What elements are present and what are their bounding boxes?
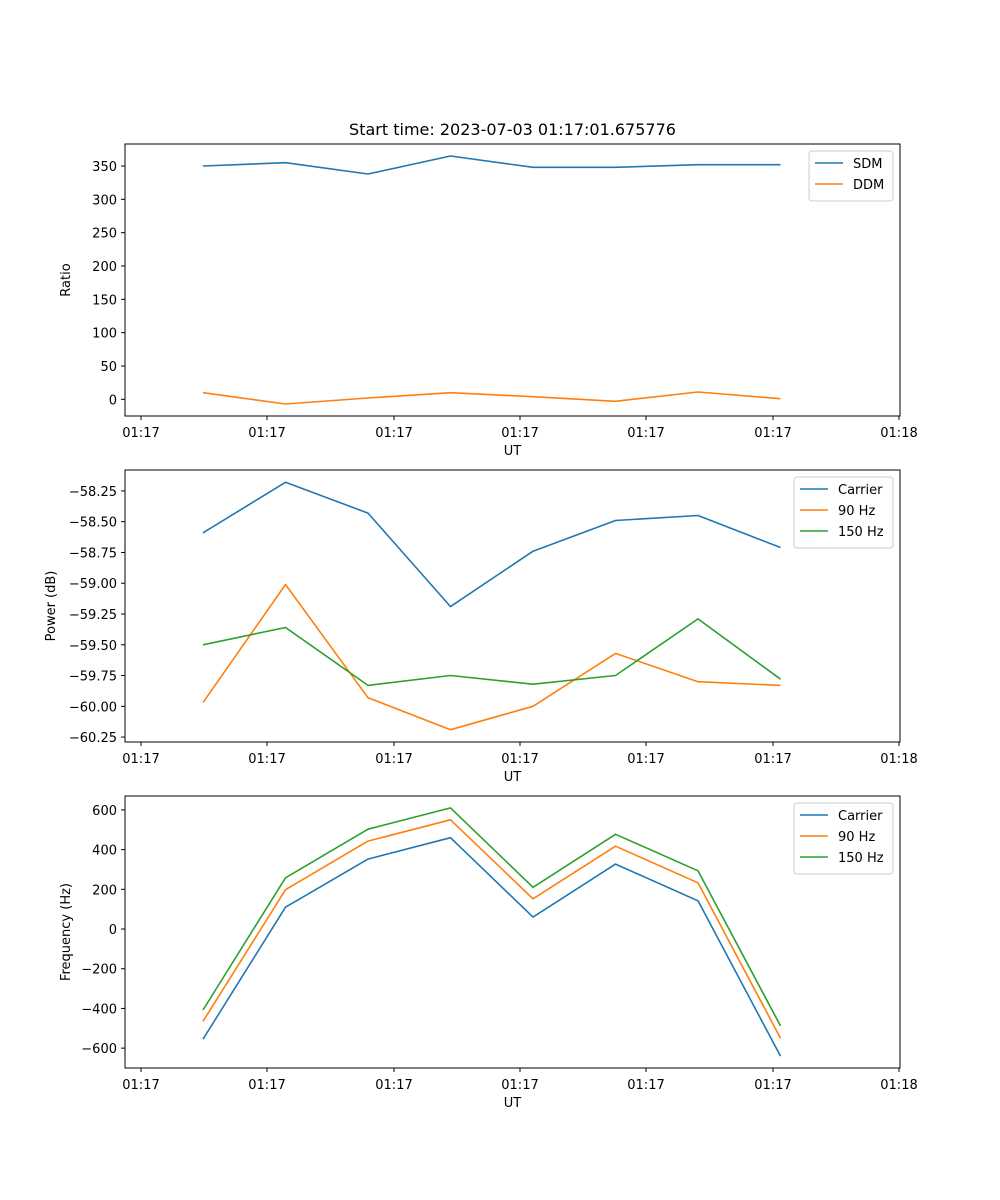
x-tick-label: 01:17	[375, 752, 412, 767]
x-tick-label: 01:17	[627, 426, 664, 441]
legend-entry: Carrier	[838, 483, 883, 498]
series-line-90-hz	[202, 583, 781, 731]
y-tick-label: −58.75	[69, 546, 117, 561]
x-tick-label: 01:18	[880, 752, 917, 767]
x-tick-label: 01:17	[248, 752, 285, 767]
y-tick-label: −60.25	[69, 731, 117, 746]
y-tick-label: 50	[100, 360, 117, 375]
legend-entry: DDM	[853, 178, 884, 193]
series-line-carrier	[202, 481, 781, 608]
x-tick-label: 01:17	[501, 426, 538, 441]
legend: Carrier 90 Hz 150 Hz	[793, 476, 894, 549]
y-tick-label: 200	[92, 260, 117, 275]
y-tick-label: −58.50	[69, 516, 117, 531]
y-tick-label: 350	[92, 160, 117, 175]
series-line-90-hz	[202, 818, 782, 1039]
x-tick-label: 01:17	[501, 1078, 538, 1093]
y-tick-label: −59.75	[69, 670, 117, 685]
chart-panel-2: −60.25 −60.00 −59.75 −59.50 −59.25 −59.00 −58.…	[44, 469, 918, 785]
x-tick-label: 01:17	[375, 1078, 412, 1093]
x-tick-label: 01:17	[627, 1078, 664, 1093]
y-tick-label: 200	[92, 883, 117, 898]
series-line-150-hz	[202, 618, 781, 687]
x-tick-label: 01:18	[880, 426, 917, 441]
y-tick-label: −60.00	[69, 700, 117, 715]
legend-entry: 90 Hz	[838, 504, 875, 519]
x-tick-label: 01:17	[501, 752, 538, 767]
y-tick-label: −400	[81, 1002, 117, 1017]
x-tick-label: 01:17	[122, 752, 159, 767]
plot-frame	[124, 143, 901, 417]
series-line-ddm	[202, 391, 781, 405]
x-tick-label: 01:17	[754, 752, 791, 767]
x-tick-label: 01:17	[754, 1078, 791, 1093]
x-tick-label: 01:17	[122, 1078, 159, 1093]
y-tick-label: −600	[81, 1042, 117, 1057]
legend-entry: 150 Hz	[838, 851, 884, 866]
chart-title: Start time: 2023-07-03 01:17:01.675776	[349, 120, 676, 139]
x-axis-label: UT	[504, 770, 522, 785]
series-line-carrier	[202, 836, 782, 1057]
x-tick-label: 01:17	[248, 426, 285, 441]
plot-frame	[124, 469, 901, 743]
series-line-150-hz	[202, 807, 782, 1027]
legend-entry: 90 Hz	[838, 830, 875, 845]
legend: SDM DDM	[808, 150, 894, 202]
legend: Carrier 90 Hz 150 Hz	[793, 802, 894, 875]
x-axis-label: UT	[504, 444, 522, 459]
y-tick-label: −58.25	[69, 485, 117, 500]
chart-panel-3: −600 −400 −200 0 200 400 600 01:17 01:17 01:17 01:…	[59, 795, 918, 1111]
x-tick-label: 01:17	[375, 426, 412, 441]
x-tick-label: 01:17	[248, 1078, 285, 1093]
y-tick-label: 0	[109, 923, 117, 938]
x-tick-label: 01:17	[627, 752, 664, 767]
y-tick-label: 300	[92, 193, 117, 208]
x-tick-label: 01:17	[754, 426, 791, 441]
chart-panel-1: Start time: 2023-07-03 01:17:01.675776 0 5…	[59, 120, 918, 459]
y-tick-label: 400	[92, 844, 117, 859]
legend-entry: Carrier	[838, 809, 883, 824]
y-axis-label: Frequency (Hz)	[59, 883, 74, 981]
y-tick-label: 250	[92, 227, 117, 242]
plot-frame	[124, 795, 901, 1069]
x-tick-label: 01:17	[122, 426, 159, 441]
y-axis-label: Power (dB)	[44, 571, 59, 642]
x-axis-label: UT	[504, 1096, 522, 1111]
y-tick-label: −59.00	[69, 577, 117, 592]
x-tick-label: 01:18	[880, 1078, 917, 1093]
y-tick-label: −200	[81, 963, 117, 978]
y-tick-label: −59.25	[69, 608, 117, 623]
y-tick-label: 100	[92, 327, 117, 342]
y-tick-label: 0	[109, 393, 117, 408]
legend-entry: SDM	[853, 157, 882, 172]
series-line-sdm	[202, 155, 781, 175]
legend-entry: 150 Hz	[838, 525, 884, 540]
y-tick-label: 150	[92, 293, 117, 308]
y-tick-label: −59.50	[69, 639, 117, 654]
y-tick-label: 600	[92, 804, 117, 819]
y-axis-label: Ratio	[59, 263, 74, 296]
